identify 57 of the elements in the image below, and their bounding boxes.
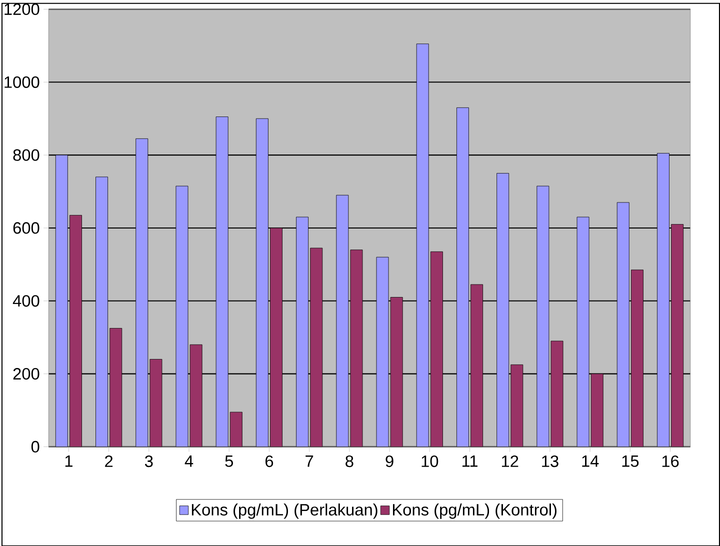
bar	[270, 228, 282, 447]
y-tick-label: 1000	[4, 76, 40, 88]
bar	[616, 202, 630, 447]
bar	[216, 116, 228, 447]
x-tick-label: 4	[184, 455, 194, 467]
y-tick-label: 200	[13, 368, 40, 380]
bar	[296, 216, 308, 447]
bar	[657, 152, 670, 447]
bar	[336, 194, 349, 447]
bar	[376, 256, 389, 447]
x-tick-label: 14	[582, 455, 599, 467]
x-tick-label: 15	[622, 455, 639, 467]
bar	[416, 43, 429, 447]
bar	[350, 249, 363, 447]
x-tick-label: 9	[386, 455, 394, 467]
bar	[510, 364, 524, 447]
bar	[256, 118, 268, 447]
bar	[496, 172, 510, 447]
bar	[70, 214, 82, 447]
x-tick-label: 10	[422, 455, 438, 467]
bar	[470, 284, 484, 447]
x-tick-label: 7	[306, 455, 314, 467]
bar	[576, 216, 590, 447]
x-tick-label: 1	[65, 455, 72, 467]
bar	[430, 251, 443, 447]
y-tick-label: 1200	[4, 3, 40, 15]
bar	[590, 373, 604, 447]
x-tick-label: 13	[542, 455, 558, 467]
y-tick-label: 400	[12, 294, 40, 306]
bar	[136, 138, 148, 447]
y-tick-label: 800	[13, 149, 40, 161]
bar	[310, 248, 323, 447]
bar	[150, 358, 162, 447]
x-tick-label: 8	[346, 455, 354, 467]
bar	[456, 107, 469, 447]
x-tick-label: 3	[144, 455, 153, 467]
bar	[671, 224, 684, 447]
legend-label: Kons (pg/mL) (Perlakuan)	[192, 503, 378, 519]
y-tick-label: 600	[13, 222, 40, 234]
x-tick-label: 12	[502, 455, 518, 467]
bar	[390, 296, 403, 447]
bar	[55, 154, 68, 447]
x-tick-label: 6	[266, 455, 274, 467]
x-tick-label: 2	[105, 455, 113, 467]
bar	[190, 344, 202, 447]
legend-label: Kons (pg/mL) (Kontrol)	[392, 503, 556, 519]
bar	[536, 186, 550, 447]
y-tick-label: 0	[31, 440, 40, 452]
bar	[110, 328, 122, 447]
bar	[550, 340, 564, 447]
bar	[630, 269, 644, 447]
bar	[176, 186, 188, 447]
x-tick-label: 11	[462, 455, 478, 467]
x-tick-label: 16	[662, 455, 679, 467]
x-tick-label: 5	[225, 455, 233, 467]
bar	[96, 176, 108, 447]
bar	[230, 412, 242, 447]
